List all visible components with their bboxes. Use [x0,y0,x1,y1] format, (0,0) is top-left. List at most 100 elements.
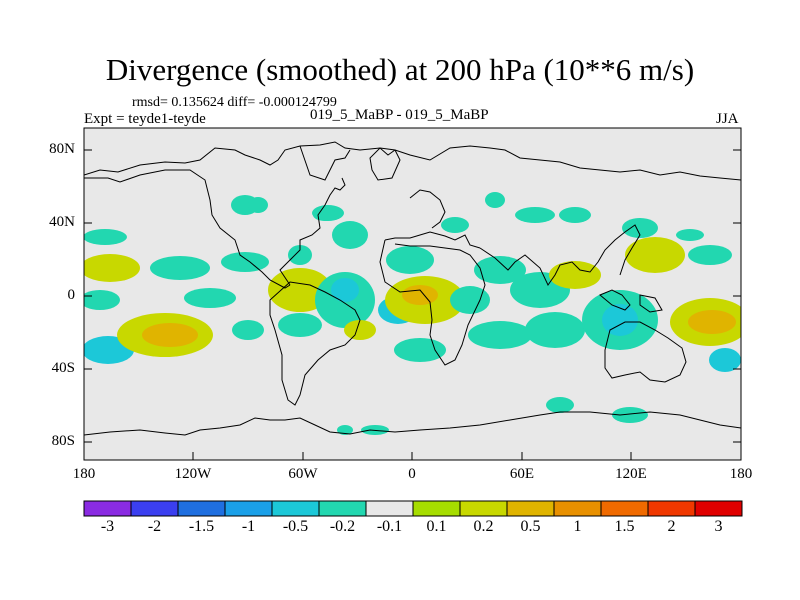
field-blob [676,229,704,241]
field-blob [386,246,434,274]
colorbar-box [177,500,226,517]
colorbar-box [694,500,743,517]
coastline [604,321,687,383]
divergence-field [84,192,741,435]
field-blob [331,278,359,302]
field-blob [525,312,585,348]
colorbar-box [506,500,555,517]
field-blob [402,285,438,305]
colorbar-box [271,500,320,517]
colorbar-label: 0.1 [426,518,447,535]
colorbar-box [365,500,414,517]
rmsd-diff-stats: rmsd= 0.135624 diff= -0.000124799 [132,95,337,110]
coastline [379,239,486,366]
field-blob [84,229,127,245]
colorbar-label: -0.5 [282,518,309,535]
field-blob [688,245,732,265]
field-blob [313,209,337,221]
field-blob [142,323,198,347]
lon-ticks [83,452,742,460]
colorbar-box [83,500,132,517]
lat-label: 80N [49,141,75,157]
colorbar-box [130,500,179,517]
field-blob [84,254,140,282]
lon-label: 0 [408,466,416,482]
field-blob [468,321,532,349]
experiment-label: Expt = teyde1-teyde [84,111,206,127]
lon-label: 120W [174,466,212,482]
lat-label: 0 [67,287,76,303]
colorbar-label: 1 [573,518,582,535]
field-blob [248,197,268,213]
coastlines [84,141,741,436]
coastline [369,147,401,181]
field-blob [485,192,505,208]
colorbar-box [553,500,602,517]
field-blob [625,237,685,273]
field-blob [546,397,574,413]
colorbar-label: 2 [667,518,676,535]
colorbar-label: 0.2 [473,518,494,535]
lat-label: 40S [51,360,75,376]
coastline [639,294,663,313]
field-blob [332,221,368,249]
coastline [384,231,481,249]
colorbar-label: -1.5 [188,518,215,535]
field-blob [441,217,469,233]
field-blob [612,407,648,423]
colorbar-box [318,500,367,517]
field-blob [622,218,658,238]
lon-label: 180 [72,466,96,482]
coastline [479,224,641,286]
coastline [299,145,351,181]
field-blob [337,425,353,435]
coastline [84,141,396,176]
field-blob [221,252,269,272]
colorbar-label: -3 [100,518,115,535]
lon-label: 60E [509,466,535,482]
field-blob [559,207,591,223]
colorbar-label: 3 [714,518,723,535]
field-blob [602,304,638,336]
lat-label: 40N [49,214,75,230]
lat-ticks [84,149,741,443]
season-label: JJA [716,111,739,127]
lon-label: 60W [288,466,318,482]
colorbar-box [647,500,696,517]
field-blob [278,313,322,337]
field-blob [288,245,312,265]
plot-title: Divergence (smoothed) at 200 hPa (10**6 … [105,52,695,87]
coastline [84,169,291,289]
field-blob [344,320,376,340]
colorbar-label: -2 [147,518,162,535]
lat-label: 80S [51,433,75,449]
lon-label: 180 [729,466,753,482]
coastline [279,177,346,286]
colorbar-label: -1 [241,518,256,535]
colorbar-label: -0.2 [329,518,356,535]
colorbar-box [224,500,273,517]
coastline [394,145,741,181]
colorbar-label: -0.1 [376,518,403,535]
field-blob [394,338,446,362]
field-blob [232,320,264,340]
colorbar-label: 1.5 [614,518,635,535]
field-blob [450,286,490,314]
colorbar-box [412,500,461,517]
colorbar-label: 0.5 [520,518,541,535]
field-blob [184,288,236,308]
field-blob [84,290,120,310]
field-blob [688,310,736,334]
field-blob [515,207,555,223]
colorbar-box [600,500,649,517]
colorbar [83,500,743,517]
field-blob [709,348,741,372]
coastline [84,411,741,436]
field-blob [549,261,601,289]
field-blob [474,256,526,284]
coastline [409,189,446,229]
colorbar-box [459,500,508,517]
coastline [599,289,631,311]
coastline [269,281,361,406]
